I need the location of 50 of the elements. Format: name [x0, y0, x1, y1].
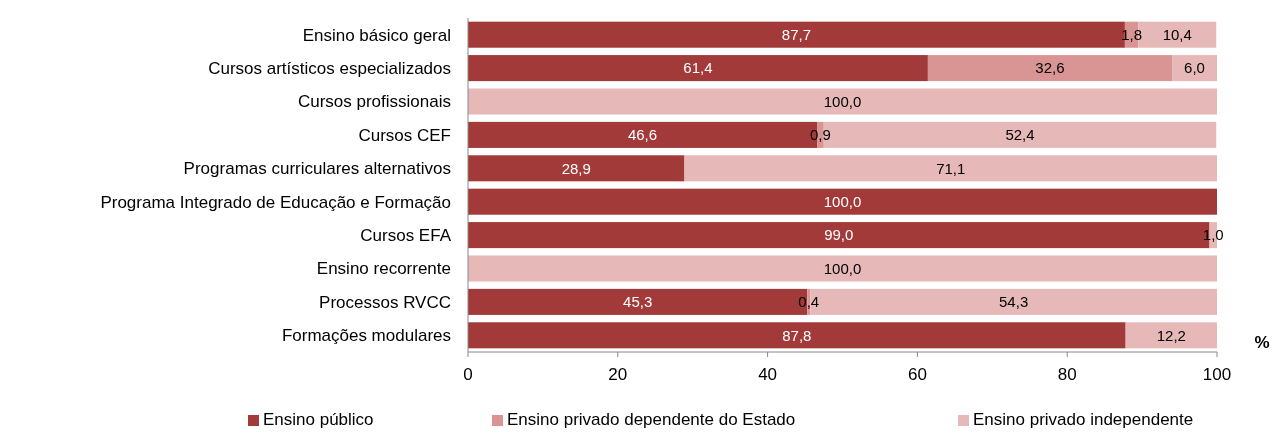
bar [468, 155, 685, 182]
bar [468, 255, 1217, 282]
x-tick-label: 0 [463, 365, 473, 384]
data-label: 46,6 [627, 126, 658, 144]
bar [684, 155, 1217, 182]
bar [1125, 322, 1217, 349]
bar [468, 55, 928, 82]
legend-label: Ensino público [263, 410, 374, 429]
data-label: 6,0 [1184, 59, 1205, 77]
legend-label: Ensino privado independente [973, 410, 1194, 429]
data-label: 1,8 [1121, 25, 1143, 43]
y-tick-label: Cursos CEF [358, 125, 451, 145]
x-tick-label: 20 [608, 365, 628, 384]
bar [468, 88, 1217, 115]
y-tick-label: Cursos EFA [360, 226, 452, 246]
bar [1172, 55, 1217, 82]
data-label: 45,3 [623, 293, 653, 311]
y-tick-label: Programas curriculares alternativos [183, 159, 451, 179]
data-label: 0,4 [798, 293, 820, 311]
data-label: 32,6 [1035, 59, 1065, 77]
data-label: 87,7 [781, 25, 812, 43]
data-label: 100,0 [823, 92, 862, 110]
data-label: 100,0 [823, 259, 862, 277]
data-label: 54,3 [999, 293, 1029, 311]
data-label: 71,1 [936, 159, 966, 177]
y-tick-label: Programa Integrado de Educação e Formação [100, 192, 451, 212]
data-label: 12,2 [1156, 326, 1186, 344]
data-label: 52,4 [1005, 126, 1035, 144]
data-label: 87,8 [782, 326, 812, 344]
data-label: 0,9 [809, 126, 831, 144]
x-tick-label: 100 [1202, 365, 1232, 384]
data-label: 28,9 [561, 159, 591, 177]
x-tick-label: 40 [758, 365, 778, 384]
data-label: 100,0 [823, 192, 862, 210]
y-tick-label: Cursos profissionais [297, 92, 451, 112]
y-tick-label: Processos RVCC [319, 292, 451, 312]
data-label: 61,4 [683, 59, 713, 77]
data-label: 99,0 [824, 226, 854, 244]
bar [468, 188, 1217, 215]
y-tick-label: Cursos artísticos especializados [208, 59, 451, 79]
data-label: 10,4 [1162, 25, 1192, 43]
x-tick-label: 80 [1057, 365, 1077, 384]
bar [468, 322, 1126, 349]
y-tick-label: Ensino básico geral [302, 25, 451, 45]
x-tick-label: 60 [907, 365, 927, 384]
legend-label: Ensino privado dependente do Estado [507, 410, 796, 429]
bar [927, 55, 1173, 82]
y-tick-label: Ensino recorrente [316, 259, 451, 279]
x-axis-title: % [1254, 333, 1270, 352]
y-tick-label: Formações modulares [281, 326, 451, 346]
